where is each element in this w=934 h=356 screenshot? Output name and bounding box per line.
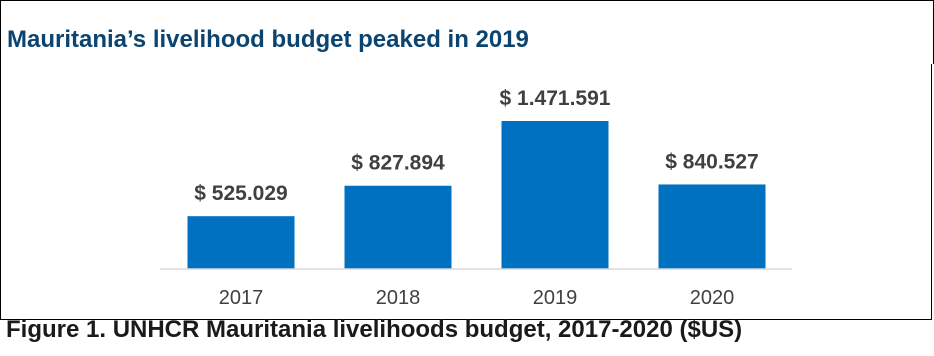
bar-2017 (187, 216, 295, 269)
bar-chart: $ 525.029 2017 $ 827.894 2018 $ 1.471.591 201… (160, 87, 792, 309)
bar-2019 (501, 121, 609, 269)
bars-group: $ 525.029 2017 $ 827.894 2018 $ 1.471.591 201… (187, 87, 766, 309)
data-label-2020: $ 840.527 (665, 150, 758, 173)
chart-title: Mauritania’s livelihood budget peaked in… (7, 26, 529, 53)
x-tick-label-2019: 2019 (533, 287, 578, 309)
data-label-2019: $ 1.471.591 (500, 87, 611, 110)
data-label-2017: $ 525.029 (194, 182, 287, 205)
data-label-2018: $ 827.894 (351, 152, 445, 175)
bar-2020 (658, 184, 766, 269)
x-tick-label-2020: 2020 (690, 287, 735, 309)
bar-2018 (344, 185, 452, 269)
title-band: Mauritania’s livelihood budget peaked in… (0, 0, 934, 64)
x-tick-label-2018: 2018 (376, 287, 421, 309)
figure-caption: Figure 1. UNHCR Mauritania livelihoods b… (6, 316, 743, 343)
x-tick-label-2017: 2017 (219, 287, 264, 309)
